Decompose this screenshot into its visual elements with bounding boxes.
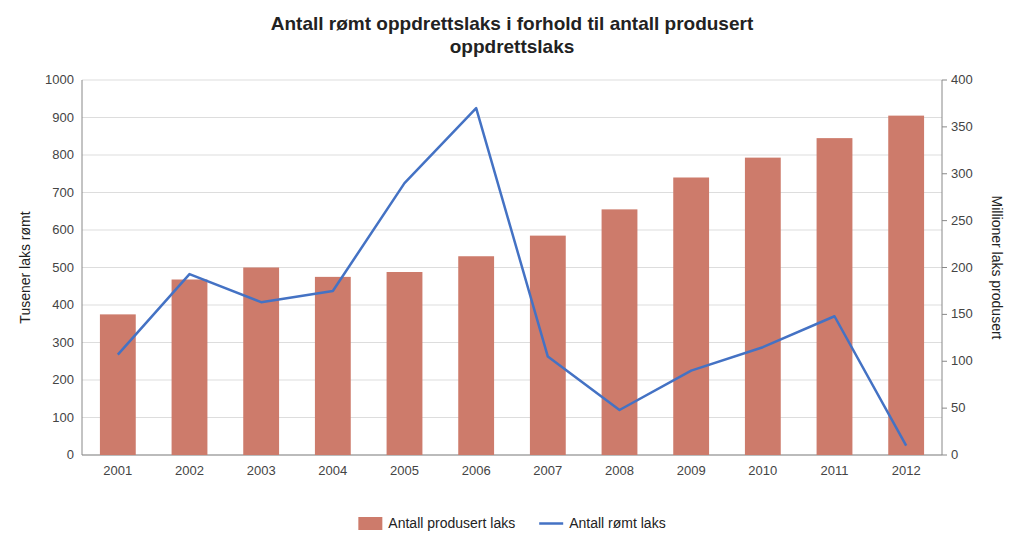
grid-line bbox=[82, 155, 942, 156]
title-line: Antall rømt oppdrettslaks i forhold til … bbox=[271, 13, 754, 34]
x-tick-label: 2001 bbox=[103, 463, 132, 478]
bar bbox=[745, 158, 781, 455]
grid-line bbox=[82, 192, 942, 193]
legend-item: Antall rømt laks bbox=[539, 515, 665, 531]
y-tick-label: 700 bbox=[52, 185, 74, 200]
y-axis-label: Tusener laks rømt bbox=[17, 211, 33, 323]
grid-line bbox=[82, 267, 942, 268]
bar bbox=[888, 116, 924, 455]
legend-swatch bbox=[539, 522, 563, 525]
y2-tick-label: 350 bbox=[951, 119, 973, 134]
line bbox=[118, 108, 906, 446]
y2-tick-label: 0 bbox=[951, 447, 958, 462]
y-tick-label: 800 bbox=[52, 147, 74, 162]
y-tick-label: 500 bbox=[52, 260, 74, 275]
bar bbox=[817, 138, 853, 455]
y2-tick bbox=[942, 80, 947, 81]
y2-tick bbox=[942, 314, 947, 315]
x-tick-label: 2006 bbox=[462, 463, 491, 478]
x-tick-label: 2012 bbox=[892, 463, 921, 478]
x-tick-label: 2010 bbox=[748, 463, 777, 478]
y-tick-label: 0 bbox=[67, 447, 74, 462]
y-tick-label: 400 bbox=[52, 297, 74, 312]
y2-tick-label: 400 bbox=[951, 72, 973, 87]
x-tick-label: 2003 bbox=[247, 463, 276, 478]
bar bbox=[100, 314, 136, 455]
legend-swatch bbox=[358, 517, 382, 530]
bar bbox=[673, 178, 709, 456]
grid-line bbox=[82, 380, 942, 381]
legend-label: Antall rømt laks bbox=[569, 515, 665, 531]
x-tick-label: 2008 bbox=[605, 463, 634, 478]
y2-tick-label: 100 bbox=[951, 353, 973, 368]
y-tick-label: 1000 bbox=[45, 72, 74, 87]
marks bbox=[100, 108, 924, 455]
grid-line bbox=[82, 305, 942, 306]
axes: 0 100 200 300 400 500 600 700 800 900 1000 0 50 100 15… bbox=[45, 72, 973, 478]
y2-tick bbox=[942, 173, 947, 174]
x-axis-line bbox=[82, 455, 942, 456]
y2-tick bbox=[942, 455, 947, 456]
y2-tick bbox=[942, 126, 947, 127]
y-tick-label: 200 bbox=[52, 372, 74, 387]
y2-tick-label: 150 bbox=[951, 306, 973, 321]
chart: Antall rømt oppdrettslaks i forhold til … bbox=[0, 0, 1024, 550]
y2-tick bbox=[942, 267, 947, 268]
legend-label: Antall produsert laks bbox=[388, 515, 515, 531]
legend-item: Antall produsert laks bbox=[358, 515, 515, 531]
y2-tick bbox=[942, 361, 947, 362]
y2-tick-label: 300 bbox=[951, 166, 973, 181]
grid-line bbox=[82, 80, 942, 81]
grid-line bbox=[82, 417, 942, 418]
x-tick-label: 2005 bbox=[390, 463, 419, 478]
background bbox=[0, 0, 1024, 550]
bar bbox=[243, 268, 279, 456]
bar bbox=[172, 280, 208, 456]
grid-line bbox=[82, 455, 942, 456]
y2-tick-label: 250 bbox=[951, 213, 973, 228]
bar bbox=[387, 272, 423, 455]
y2-tick-label: 200 bbox=[951, 260, 973, 275]
x-tick-label: 2011 bbox=[821, 463, 849, 478]
y-tick-label: 300 bbox=[52, 335, 74, 350]
grid-line bbox=[82, 117, 942, 118]
y2-tick bbox=[942, 220, 947, 221]
title-line: oppdrettslaks bbox=[450, 36, 575, 57]
bar bbox=[530, 236, 566, 455]
x-tick-label: 2004 bbox=[318, 463, 347, 478]
grid-line bbox=[82, 342, 942, 343]
title: Antall rømt oppdrettslaks i forhold til … bbox=[271, 13, 754, 57]
y-tick-label: 600 bbox=[52, 222, 74, 237]
y-tick-label: 100 bbox=[52, 410, 74, 425]
legend: Antall produsert laks Antall rømt laks bbox=[358, 515, 665, 531]
y2-tick bbox=[942, 408, 947, 409]
bar bbox=[458, 256, 494, 455]
y-tick-label: 900 bbox=[52, 110, 74, 125]
x-tick-label: 2002 bbox=[175, 463, 204, 478]
y2-tick-label: 50 bbox=[951, 400, 965, 415]
x-tick-label: 2009 bbox=[677, 463, 706, 478]
y2-axis-label: Millioner laks produsert bbox=[989, 196, 1005, 340]
y-axis-line bbox=[82, 80, 83, 455]
x-tick-label: 2007 bbox=[533, 463, 562, 478]
y2-axis-line bbox=[942, 80, 943, 455]
bar bbox=[602, 209, 638, 455]
bar bbox=[315, 277, 351, 455]
